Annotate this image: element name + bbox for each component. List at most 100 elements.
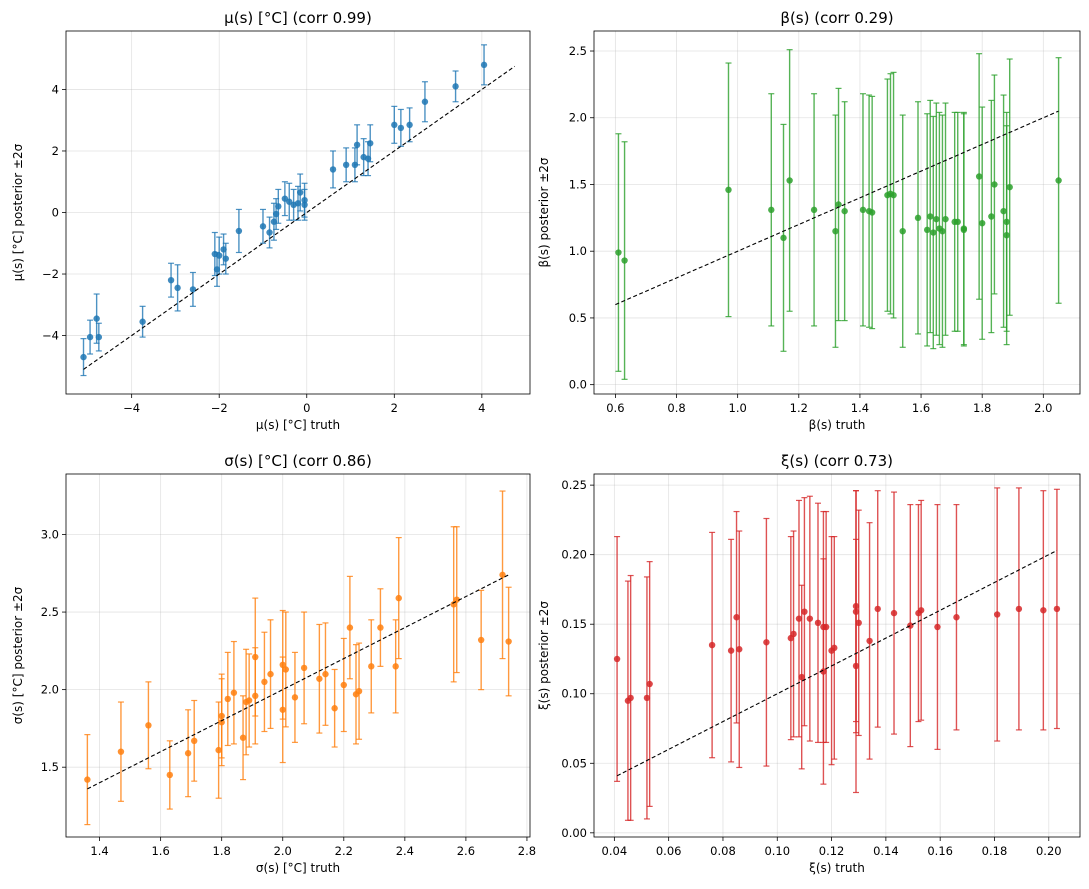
y-tick-label: 1.0 (569, 244, 587, 258)
data-point (296, 189, 304, 196)
data-point (978, 219, 986, 227)
x-axis-label: β(s) truth (809, 418, 866, 432)
y-tick-label: 1.5 (569, 177, 587, 191)
data-point (942, 215, 949, 223)
data-point (914, 214, 922, 222)
x-tick-label: 0 (303, 401, 310, 415)
data-point (275, 203, 282, 210)
y-tick-label: 0.05 (561, 756, 587, 770)
data-point (331, 705, 338, 712)
y-tick-label: 0.5 (569, 311, 587, 325)
data-point (930, 229, 937, 236)
panel-1: −4 −2 0 2 4 −4 −2 0 2 4 μ(s) [°C] (corr 0.99) μ(s) … (11, 9, 531, 432)
data-point (960, 226, 968, 234)
data-point (367, 140, 374, 147)
data-point (927, 213, 934, 220)
data-point (733, 614, 740, 621)
data-point (224, 695, 231, 703)
x-axis-label: μ(s) [°C] truth (256, 418, 340, 432)
axes-frame (593, 473, 1081, 838)
data-point (167, 276, 175, 284)
data-point (477, 636, 485, 644)
data-points (80, 44, 488, 377)
grid (66, 31, 530, 394)
data-point (391, 121, 398, 129)
data-point (798, 673, 805, 681)
data-point (346, 624, 354, 631)
data-point (145, 722, 152, 729)
identity-line (87, 574, 509, 790)
x-tick-label: 0.6 (606, 401, 624, 415)
x-tick-label: 0.8 (667, 401, 685, 415)
y-tick-label: 2.5 (569, 44, 587, 58)
y-tick-label: 2.0 (41, 683, 59, 697)
x-tick-label: 0.06 (656, 844, 682, 858)
x-tick-label: 2 (391, 401, 398, 415)
data-point (835, 201, 842, 208)
grid (66, 474, 530, 837)
x-tick-label: 0.20 (1036, 844, 1062, 858)
y-tick-label: 0.20 (561, 548, 587, 562)
data-point (831, 644, 838, 652)
x-tick-label: 0.12 (819, 844, 845, 858)
data-point (218, 719, 225, 726)
x-tick-label: 0.10 (764, 844, 790, 858)
data-point (1055, 177, 1062, 184)
data-point (708, 641, 716, 649)
data-point (852, 602, 860, 610)
y-tick-label: 0.25 (561, 478, 587, 492)
data-point (191, 737, 198, 745)
data-point (953, 614, 960, 621)
data-point (450, 601, 457, 608)
data-point (222, 255, 229, 262)
panel-2: 0.6 0.8 1.0 1.2 1.4 1.6 1.8 2.0 0.0 0.5 1.0 1.5 2.0 2… (537, 9, 1081, 432)
chart-title: μ(s) [°C] (corr 0.99) (224, 9, 372, 27)
grid (594, 474, 1080, 837)
identity-line (616, 550, 1058, 777)
data-point (252, 653, 259, 661)
panel-4: 0.04 0.06 0.08 0.10 0.12 0.14 0.16 0.18 0.20 0.00… (537, 452, 1081, 875)
data-point (1000, 207, 1007, 215)
data-point (392, 663, 399, 670)
y-axis-label: μ(s) [°C] posterior ±2σ (11, 143, 25, 281)
y-tick-label: 4 (52, 82, 59, 96)
x-axis-label: ξ(s) truth (809, 861, 865, 875)
x-tick-label: 1.4 (851, 401, 869, 415)
data-point (806, 615, 814, 622)
y-tick-label: 0.10 (561, 687, 587, 701)
data-point (505, 638, 512, 645)
chart-title: β(s) (corr 0.29) (780, 9, 893, 27)
x-tick-label: 1.2 (790, 401, 808, 415)
data-point (801, 608, 808, 615)
x-tick-label: 1.8 (973, 401, 991, 415)
x-tick-label: 2.0 (274, 844, 292, 858)
identity-line (83, 65, 515, 370)
data-point (890, 191, 897, 199)
data-point (166, 771, 173, 779)
data-point (988, 213, 995, 220)
data-point (939, 227, 946, 235)
data-point (613, 655, 621, 663)
y-tick-label: 1.5 (41, 760, 59, 774)
data-point (453, 596, 460, 603)
x-axis-label: σ(s) [°C] truth (256, 861, 340, 875)
data-point (615, 249, 622, 256)
x-tick-label: 0.14 (873, 844, 899, 858)
data-point (499, 571, 506, 579)
y-axis-label: β(s) posterior ±2σ (537, 157, 551, 267)
data-point (377, 624, 384, 631)
data-point (355, 687, 363, 695)
x-tick-label: 1.6 (912, 401, 930, 415)
x-tick-label: 0.18 (982, 844, 1008, 858)
x-tick-label: −2 (211, 401, 228, 415)
data-point (768, 206, 775, 214)
x-tick-label: 2.0 (1034, 401, 1052, 415)
data-point (266, 229, 273, 236)
data-point (627, 694, 634, 702)
data-point (646, 680, 653, 688)
x-tick-label: 1.4 (90, 844, 108, 858)
grid (594, 31, 1080, 394)
data-point (279, 706, 286, 713)
data-point (725, 186, 732, 194)
